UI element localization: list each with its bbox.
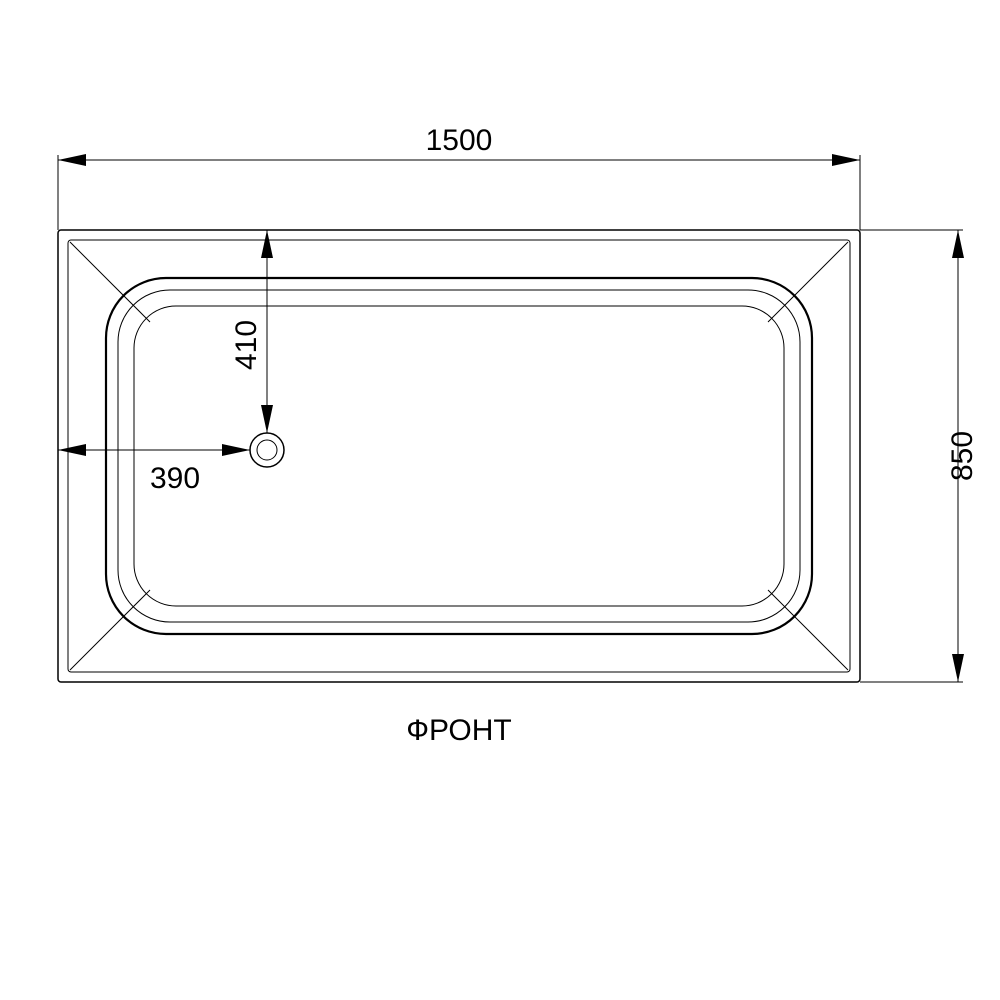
basin-outer <box>106 278 812 634</box>
corner-line-bl <box>70 590 150 670</box>
dim-drain-x: 390 <box>58 444 250 495</box>
dim-drain-y-label: 410 <box>230 320 263 370</box>
front-label: ФРОНТ <box>406 714 511 747</box>
corner-line-tl <box>70 242 150 322</box>
technical-drawing: 1500 850 390 410 ФРОНТ <box>0 0 1000 1000</box>
dim-width-label: 1500 <box>426 124 493 157</box>
dim-width: 1500 <box>58 124 860 230</box>
drain-outer-circle <box>250 433 284 467</box>
corner-line-br <box>768 590 848 670</box>
outer-rect-inner <box>68 240 850 672</box>
dim-height: 850 <box>860 230 979 682</box>
basin-mid <box>118 290 800 622</box>
outer-rect <box>58 230 860 682</box>
dim-height-label: 850 <box>946 431 979 481</box>
dim-drain-x-label: 390 <box>150 462 200 495</box>
corner-line-tr <box>768 242 848 322</box>
drain-inner-circle <box>257 440 277 460</box>
dim-drain-y: 410 <box>230 230 273 433</box>
